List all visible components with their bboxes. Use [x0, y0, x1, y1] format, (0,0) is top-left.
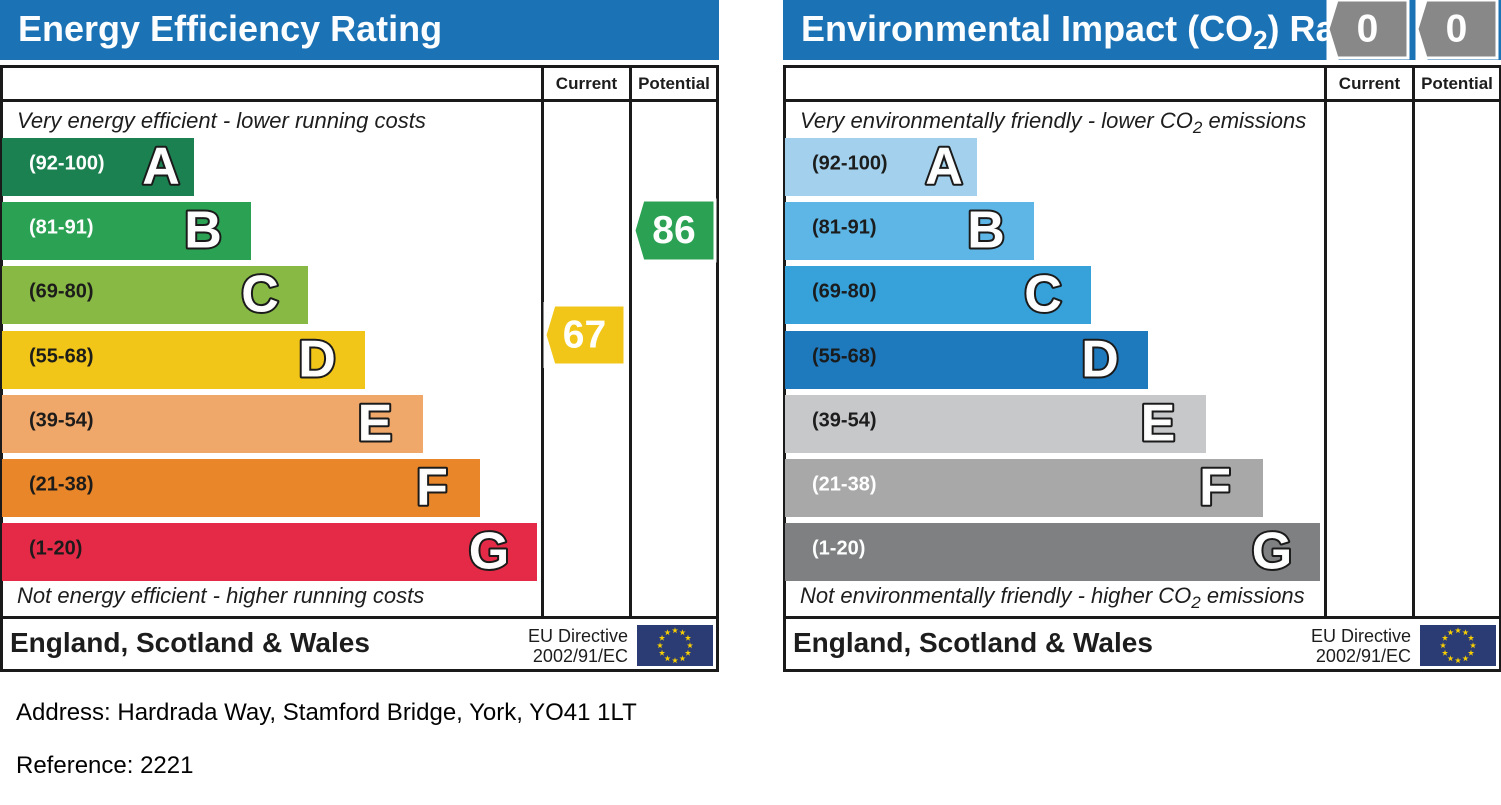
svg-text:C: C [1024, 266, 1062, 324]
svg-text:86: 86 [652, 209, 695, 252]
svg-text:G: G [469, 523, 509, 581]
svg-text:D: D [1081, 331, 1119, 389]
svg-text:F: F [416, 459, 448, 517]
svg-text:F: F [1199, 459, 1231, 517]
svg-text:A: A [142, 138, 180, 196]
svg-text:0: 0 [1446, 8, 1468, 51]
svg-text:E: E [1141, 395, 1176, 453]
svg-text:E: E [358, 395, 393, 453]
svg-text:B: B [967, 202, 1005, 260]
svg-text:G: G [1252, 523, 1292, 581]
svg-text:A: A [925, 138, 963, 196]
svg-text:D: D [298, 331, 336, 389]
svg-text:C: C [241, 266, 279, 324]
svg-text:67: 67 [563, 314, 606, 357]
svg-text:0: 0 [1357, 8, 1379, 51]
svg-text:B: B [184, 202, 222, 260]
